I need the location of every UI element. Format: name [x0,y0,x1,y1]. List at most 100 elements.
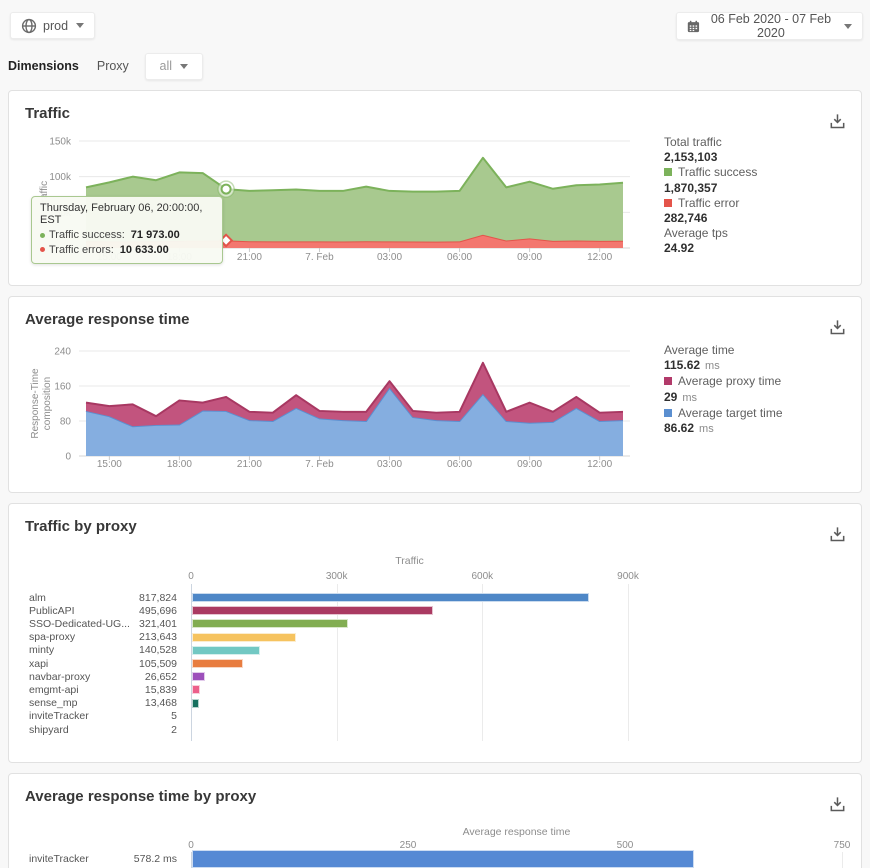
svg-text:7. Feb: 7. Feb [305,459,334,470]
stat-value: 29 ms [664,389,698,404]
chevron-down-icon [844,23,852,29]
card-title: Average response time [25,311,190,328]
svg-text:21:00: 21:00 [237,459,262,470]
proxy-label: PublicAPI [29,604,75,617]
proxy-label: SSO-Dedicated-UG... [29,617,130,630]
svg-text:03:00: 03:00 [377,459,402,470]
dimension-proxy-label: Proxy [96,59,129,73]
traffic-by-proxy-chart[interactable]: Traffic 0 300k 600k 900k alm 817,824 PublicAPI 4… [9,504,861,762]
download-icon [830,527,844,542]
stat-value: 115.62 ms [664,358,720,373]
grid-line [482,584,484,741]
axis-tick-label: 750 [833,840,851,851]
traffic-success-swatch [664,168,672,177]
svg-text:15:00: 15:00 [97,459,122,470]
download-icon [830,320,844,335]
svg-text:06:00: 06:00 [447,252,472,263]
axis-title: Traffic [395,555,424,567]
chart-tooltip: Thursday, February 06, 20:00:00, EST Tra… [31,196,223,264]
proxy-label: spa-proxy [29,631,76,644]
stat-value: 24.92 [664,241,695,256]
target-time-swatch [664,408,672,417]
svg-text:80: 80 [60,417,72,428]
axis-tick-label: 0 [188,571,194,582]
dimensions-bar: Dimensions Proxy all [8,52,203,80]
svg-text:Response-Time: Response-Time [30,368,41,439]
svg-text:100k: 100k [49,172,72,183]
card-title: Traffic [25,105,71,122]
stat-label: Average tps [664,226,728,241]
environment-selector[interactable]: prod [10,12,96,39]
proxy-bar[interactable] [192,698,199,708]
card-title: Average response time by proxy [25,788,257,805]
svg-text:240: 240 [54,347,71,358]
proxy-bar[interactable] [192,850,694,868]
proxy-time-swatch [664,377,672,386]
svg-text:150k: 150k [49,137,72,148]
proxy-value: 140,528 [139,644,177,657]
proxy-bar[interactable] [192,672,205,682]
grid-line [628,584,629,741]
download-button[interactable] [825,111,849,135]
stat-value: 1,870,357 [664,180,718,195]
card-title: Traffic by proxy [25,518,137,535]
proxy-label: emgmt-api [29,683,79,696]
grid-line [842,852,843,868]
proxy-value: 213,643 [139,631,177,644]
proxy-label: xapi [29,657,49,670]
globe-icon [21,18,37,33]
svg-text:composition: composition [42,377,53,430]
stat-label: Average proxy time [664,374,854,389]
proxy-bar[interactable] [192,606,433,616]
proxy-label: inviteTracker [29,853,89,865]
download-icon [830,114,844,129]
proxy-bar[interactable] [192,685,200,695]
proxy-value: 321,401 [139,617,177,630]
tooltip-row: Traffic success: 71 973.00 [40,228,214,243]
svg-text:06:00: 06:00 [447,459,472,470]
proxy-bar[interactable] [192,593,590,602]
stat-label: Traffic error [664,196,854,211]
proxy-value: 105,509 [139,657,177,670]
proxy-label: inviteTracker [29,710,89,723]
date-range-selector[interactable]: 06 Feb 2020 - 07 Feb 2020 [676,12,863,40]
svg-text:03:00: 03:00 [377,252,402,263]
stat-value: 2,153,103 [664,150,718,165]
proxy-bar[interactable] [192,659,244,668]
traffic-by-proxy-card: Traffic by proxy Traffic 0 300k 600k 900k alm… [8,503,862,763]
calendar-icon [687,20,700,32]
response-time-by-proxy-chart[interactable]: Average response time 0 250 500 750 inviteTra… [9,774,861,868]
svg-text:09:00: 09:00 [517,252,542,263]
response-summary: Average time 115.62 ms Average proxy time… [664,343,854,437]
grid-line [191,584,192,741]
stat-value: 282,746 [664,211,708,226]
download-button[interactable] [825,524,849,548]
stat-value: 86.62 ms [664,421,714,436]
axis-tick-label: 600k [471,571,494,582]
traffic-error-swatch [664,198,672,207]
proxy-bar[interactable] [192,632,296,642]
stat-label: Traffic success [664,165,854,180]
proxy-bar[interactable] [192,619,349,629]
svg-text:12:00: 12:00 [587,459,612,470]
download-button[interactable] [825,317,849,341]
svg-text:160: 160 [54,382,71,393]
download-button[interactable] [825,794,849,818]
svg-text:09:00: 09:00 [517,459,542,470]
proxy-bar[interactable] [192,645,261,655]
proxy-value: 26,652 [144,670,177,683]
chevron-down-icon [180,63,189,69]
axis-tick-label: 250 [399,840,417,851]
chevron-down-icon [76,23,85,28]
axis-tick-label: 0 [188,840,194,851]
axis-tick-label: 500 [616,840,634,851]
response-time-by-proxy-card: Average response time by proxy Average r… [8,773,862,868]
axis-tick-label: 900k [617,571,639,582]
response-time-card: Average response time 0 80 160 240 15:00 18:0… [8,296,862,493]
svg-text:18:00: 18:00 [167,459,192,470]
environment-label: prod [43,18,69,33]
axis-title: Average response time [462,826,571,838]
download-icon [830,797,844,812]
proxy-filter-dropdown[interactable]: all [144,52,203,80]
